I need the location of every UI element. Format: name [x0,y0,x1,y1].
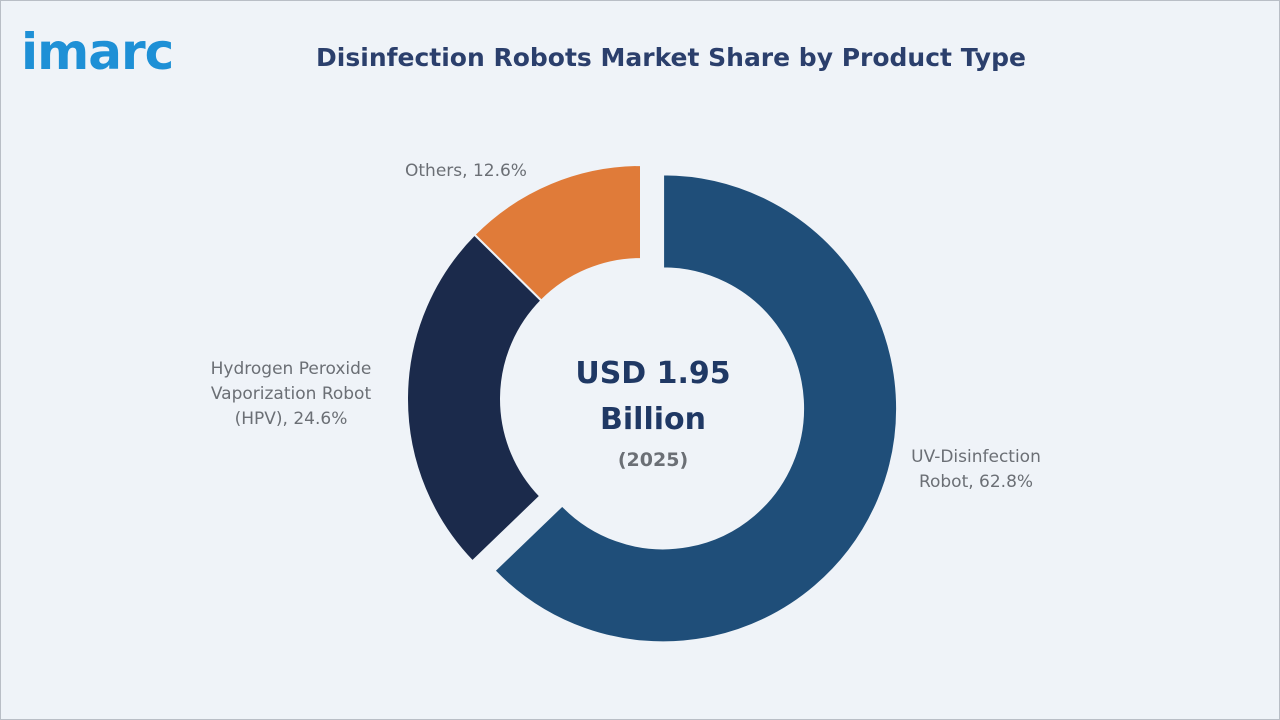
donut-slice [493,173,899,644]
center-label: USD 1.95 Billion (2025) [553,351,753,471]
slice-label: UV-Disinfection Robot, 62.8% [911,447,1041,492]
slice-label: Hydrogen Peroxide Vaporization Robot (HP… [210,359,372,429]
donut-slice [473,163,642,303]
donut-slice [406,233,543,563]
center-subtext: (2025) [617,449,689,471]
slice-label: Others, 12.6% [405,161,527,181]
chart-title: Disinfection Robots Market Share by Prod… [316,43,1026,72]
logo: imarc [21,23,174,81]
center-text: USD 1.95 Billion [575,356,731,437]
